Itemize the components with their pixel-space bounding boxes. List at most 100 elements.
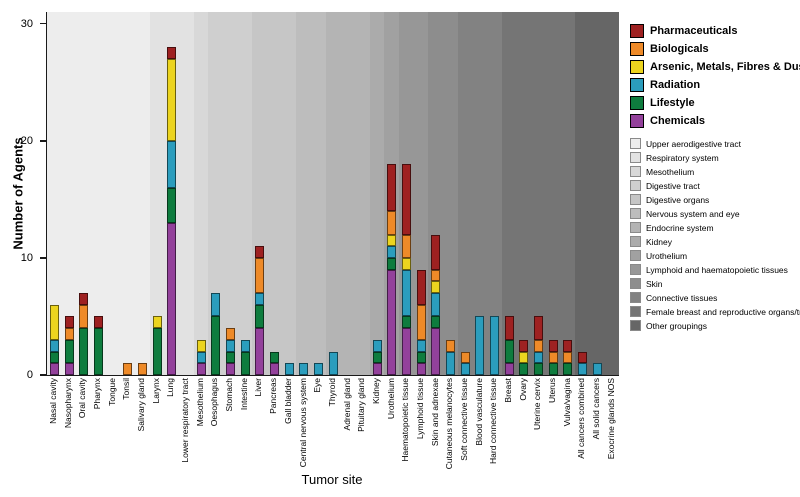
bar-segment-biologicals xyxy=(431,269,441,282)
bar-eye xyxy=(313,363,323,375)
bar-segment-lifestyle xyxy=(548,363,558,375)
bar-hard-connective-tissue xyxy=(489,316,499,375)
x-tick-pituitary-gland: Pituitary gland xyxy=(354,378,369,470)
bar-segment-chemicals xyxy=(269,363,279,375)
bar-slot-tonsil xyxy=(120,12,135,375)
bar-segment-lifestyle xyxy=(431,316,441,329)
x-tick-uterus: Uterus xyxy=(545,378,560,470)
bar-segment-radiation xyxy=(387,246,397,258)
x-tick-label: Uterine cervix xyxy=(532,378,543,430)
legend-label: Radiation xyxy=(650,79,701,91)
bar-segment-pharmaceuticals xyxy=(79,293,89,305)
bar-segment-pharmaceuticals xyxy=(519,339,529,352)
legend-label: Biologicals xyxy=(650,43,709,55)
bar-stomach xyxy=(225,328,235,375)
bar-segment-radiation xyxy=(372,339,382,352)
legend-swatch-arsenic-metals-fibres-dusts xyxy=(630,60,644,74)
bar-segment-radiation xyxy=(225,339,235,352)
x-tick-label: Urothelium xyxy=(385,378,396,420)
group-legend-swatch-mesothelium xyxy=(630,166,641,177)
x-tick-tonsil: Tonsil xyxy=(119,378,134,470)
bar-segment-chemicals xyxy=(64,363,74,375)
group-legend-label: Other groupings xyxy=(646,320,707,331)
x-tick-label: Central nervous system xyxy=(297,378,308,468)
legend-item-radiation: Radiation xyxy=(630,78,800,92)
bar-slot-pancreas xyxy=(267,12,282,375)
bar-segment-chemicals xyxy=(49,363,59,375)
x-tick-all-solid-cancers: All solid cancers xyxy=(589,378,604,470)
bars xyxy=(47,12,619,375)
x-tick-uterine-cervix: Uterine cervix xyxy=(530,378,545,470)
x-tick-exocrine-glands-nos: Exocrine glands NOS xyxy=(604,378,619,470)
legend-swatch-chemicals xyxy=(630,114,644,128)
bar-slot-hard-connective-tissue xyxy=(487,12,502,375)
bar-segment-pharmaceuticals xyxy=(255,246,265,258)
bar-breast xyxy=(504,316,514,375)
legend-label: Arsenic, Metals, Fibres & Dusts xyxy=(650,61,800,73)
group-legend-swatch-lymphoid-and-haematopoietic-tissues xyxy=(630,264,641,275)
x-tick-intestine: Intestine xyxy=(237,378,252,470)
bar-slot-adrenal-gland xyxy=(340,12,355,375)
bar-segment-lifestyle xyxy=(167,187,177,223)
bar-segment-radiation xyxy=(167,140,177,188)
group-legend-swatch-other-groupings xyxy=(630,320,641,331)
group-legend-item-mesothelium: Mesothelium xyxy=(630,166,800,177)
bar-liver xyxy=(255,246,265,375)
x-tick-label: Vulva/vagina xyxy=(561,378,572,427)
x-tick-tongue: Tongue xyxy=(105,378,120,470)
x-tick-salivary-gland: Salivary gland xyxy=(134,378,149,470)
bar-segment-radiation xyxy=(445,351,455,375)
group-legend-item-connective-tissues: Connective tissues xyxy=(630,292,800,303)
x-tick-label: Stomach xyxy=(224,378,235,412)
x-tick-label: Gall bladder xyxy=(282,378,293,424)
legend-label: Pharmaceuticals xyxy=(650,25,738,37)
bar-segment-radiation xyxy=(416,339,426,352)
group-legend-item-digestive-tract: Digestive tract xyxy=(630,180,800,191)
bar-slot-breast xyxy=(502,12,517,375)
x-tick-nasopharynx: Nasopharynx xyxy=(61,378,76,470)
bar-slot-lymphoid-tissue xyxy=(414,12,429,375)
bar-intestine xyxy=(240,339,250,375)
bar-segment-radiation xyxy=(328,351,338,375)
bar-slot-soft-connective-tissue xyxy=(458,12,473,375)
x-tick-eye: Eye xyxy=(310,378,325,470)
legend-swatch-biologicals xyxy=(630,42,644,56)
x-tick-thyroid: Thyroid xyxy=(325,378,340,470)
x-tick-stomach: Stomach xyxy=(222,378,237,470)
bar-segment-chemicals xyxy=(401,328,411,375)
bar-slot-central-nervous-system xyxy=(296,12,311,375)
bar-oesophagus xyxy=(211,293,221,375)
legend-swatch-lifestyle xyxy=(630,96,644,110)
x-tick-breast: Breast xyxy=(501,378,516,470)
legend-item-arsenic-metals-fibres-dusts: Arsenic, Metals, Fibres & Dusts xyxy=(630,60,800,74)
bar-segment-pharmaceuticals xyxy=(64,316,74,329)
group-legend-swatch-kidney xyxy=(630,236,641,247)
x-tick-label: Lower respiratory tract xyxy=(180,378,191,463)
bar-slot-skin-and-adnexae xyxy=(428,12,443,375)
bar-segment-lifestyle xyxy=(152,328,162,375)
bar-segment-lifestyle xyxy=(64,339,74,364)
group-band-female-breast-and-reproductive-organs-tract xyxy=(501,12,575,375)
bar-segment-biologicals xyxy=(79,304,89,329)
legend-item-lifestyle: Lifestyle xyxy=(630,96,800,110)
bar-lung xyxy=(167,47,177,375)
bar-segment-lifestyle xyxy=(269,351,279,364)
bar-slot-all-solid-cancers xyxy=(590,12,605,375)
bar-slot-kidney xyxy=(370,12,385,375)
bar-slot-thyroid xyxy=(326,12,341,375)
group-legend-item-endocrine-system: Endocrine system xyxy=(630,222,800,233)
bar-segment-pharmaceuticals xyxy=(431,234,441,270)
bar-segment-pharmaceuticals xyxy=(504,316,514,340)
x-tick-label: Kidney xyxy=(370,378,381,404)
group-legend-label: Female breast and reproductive organs/tr… xyxy=(646,306,800,317)
x-tick-label: Larynx xyxy=(150,378,161,404)
bar-segment-lifestyle xyxy=(372,351,382,364)
bar-segment-biologicals xyxy=(460,351,470,364)
x-tick-label: Tonsil xyxy=(121,378,132,400)
bar-segment-pharmaceuticals xyxy=(563,339,573,352)
bar-slot-tongue xyxy=(106,12,121,375)
x-axis-labels: Nasal cavity Nasopharynx Oral cavity Pharyn… xyxy=(46,378,618,470)
bar-segment-chemicals xyxy=(196,363,206,375)
bar-slot-oral-cavity xyxy=(76,12,91,375)
